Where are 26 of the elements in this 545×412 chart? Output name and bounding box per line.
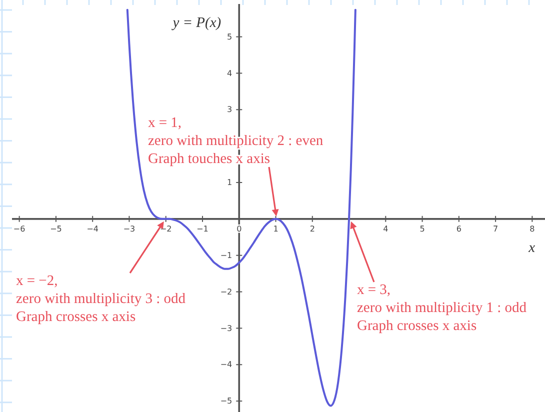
- x-tick-label: −6: [13, 224, 26, 234]
- x-tick-label: −2: [160, 224, 172, 234]
- y-axis-title: y = P(x): [170, 15, 222, 31]
- y-tick-label: 3: [227, 105, 232, 114]
- x-tick-label: 2: [310, 224, 315, 234]
- y-tick-label: −5: [220, 396, 232, 406]
- x-tick-label: 7: [493, 224, 498, 234]
- y-tick-label: 5: [227, 32, 232, 42]
- x-tick-label: 6: [456, 224, 462, 234]
- y-tick-label: −1: [220, 250, 232, 260]
- x-tick-label: −4: [86, 224, 98, 234]
- x-tick-label: −1: [196, 224, 208, 234]
- x-tick-label: 4: [383, 224, 388, 234]
- x-tick-label: 1: [273, 224, 278, 234]
- y-tick-label: −2: [220, 287, 232, 296]
- y-tick-label: −3: [220, 324, 232, 333]
- y-tick-label: 1: [227, 178, 232, 188]
- x-axis-title: x: [528, 240, 536, 256]
- y-tick-label: 4: [227, 68, 232, 78]
- annotation: x = 3, zero with multiplicity 1 : odd Graph crosses x axis: [357, 282, 528, 334]
- annotation: x = −2, zero with multiplicity 3 : odd Graph crosses x axis: [16, 273, 186, 325]
- x-tick-label: −3: [123, 224, 136, 234]
- x-tick-label: 5: [420, 224, 425, 234]
- x-tick-label: −5: [50, 224, 62, 234]
- x-tick-label: 8: [530, 224, 535, 234]
- y-tick-label: −4: [220, 360, 232, 370]
